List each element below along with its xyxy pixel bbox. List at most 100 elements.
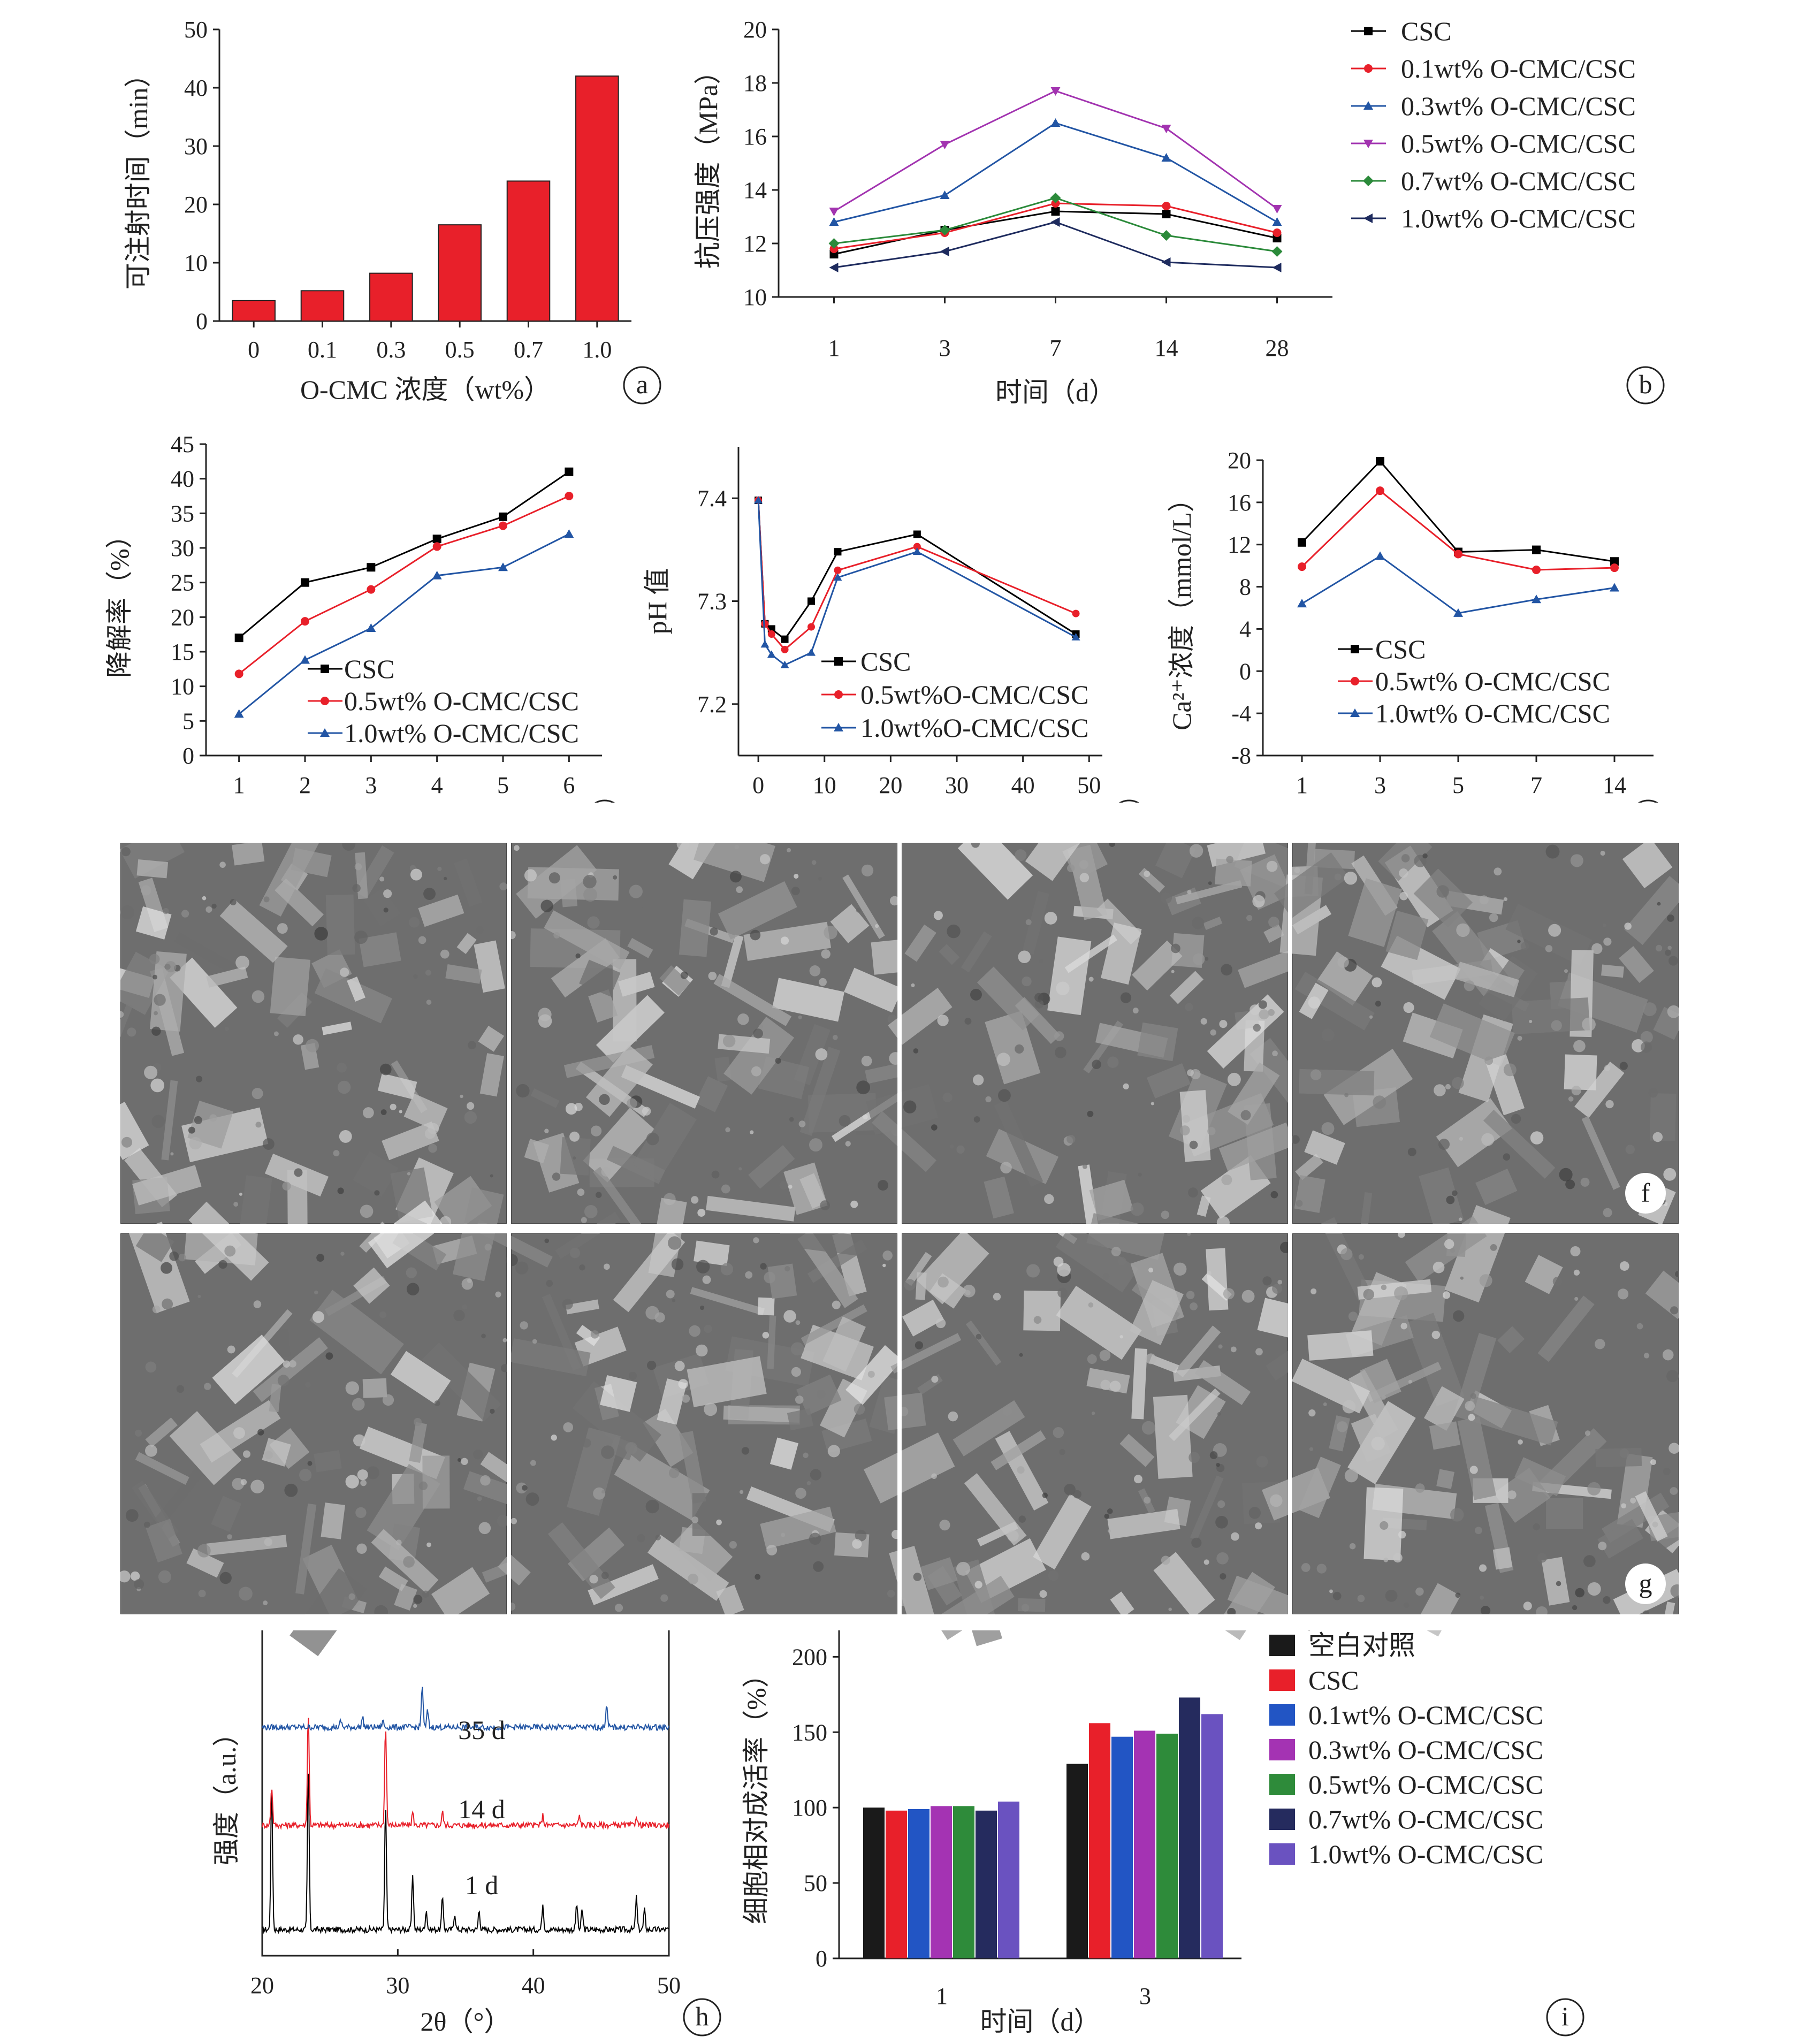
sem-grain — [1452, 1190, 1458, 1196]
sem-grain — [1321, 1122, 1335, 1135]
sem-grain — [1464, 980, 1475, 992]
sem-grain — [1573, 1269, 1580, 1276]
sem-crystal — [871, 1111, 937, 1172]
sem-grain — [1066, 864, 1075, 872]
panel-label: b — [1639, 369, 1652, 399]
sem-crystal — [390, 1351, 451, 1405]
sem-crystal — [161, 1080, 178, 1161]
data-point — [1610, 583, 1619, 592]
sem-grain — [1188, 1452, 1200, 1463]
sem-grain — [637, 1534, 645, 1543]
sem-grain — [1055, 1047, 1066, 1058]
sem-grain — [544, 1238, 550, 1244]
sem-grain — [198, 1590, 206, 1598]
sem-grain — [1092, 1059, 1101, 1070]
sem-grain — [515, 1261, 529, 1275]
sem-grain — [563, 1422, 574, 1432]
sem-grain — [1015, 849, 1027, 861]
sem-grain — [1099, 1349, 1111, 1361]
sem-grain — [408, 917, 420, 928]
sem-crystal — [135, 1452, 189, 1485]
sem-grain — [813, 1561, 824, 1572]
sem-grain — [481, 1333, 486, 1339]
sem-crystal — [1137, 1022, 1178, 1062]
legend-label: 0.5wt%O-CMC/CSC — [860, 680, 1088, 710]
sem-grain — [737, 1013, 749, 1025]
sem-crystal — [1357, 1279, 1432, 1300]
sem-grain — [312, 1311, 324, 1323]
sem-grain — [399, 1110, 402, 1113]
sem-grain — [745, 1271, 753, 1279]
sem-grain — [1120, 992, 1132, 1003]
sem-grain — [931, 1473, 937, 1479]
sem-grain — [681, 1394, 690, 1403]
sem-crystal — [865, 1063, 901, 1084]
sem-grain — [1185, 1003, 1193, 1011]
sem-grain — [170, 1152, 174, 1156]
sem-grain — [551, 1435, 557, 1441]
sem-crystal — [479, 1053, 504, 1097]
sem-grain — [935, 1318, 946, 1329]
sem-crystal — [801, 1304, 867, 1345]
sem-crystal — [572, 1381, 661, 1462]
sem-crystal — [409, 1422, 427, 1463]
sem-grain — [947, 924, 961, 939]
sem-grain — [839, 1115, 851, 1127]
data-point — [1273, 228, 1282, 237]
margin-mask — [120, 1614, 1679, 1630]
sem-crystal — [188, 1201, 269, 1281]
sem-crystal — [1541, 1557, 1570, 1606]
sem-image — [474, 1198, 910, 1617]
sem-grain — [708, 972, 717, 980]
sem-grain — [689, 1325, 700, 1337]
sem-grain — [477, 1496, 482, 1501]
sem-crystal — [478, 1025, 505, 1052]
sem-crystal — [363, 887, 400, 927]
sem-grain — [464, 1111, 477, 1124]
sem-grain — [1415, 1483, 1425, 1493]
sem-grain — [599, 1094, 610, 1105]
sem-grain — [931, 1376, 939, 1383]
sem-grain — [1107, 1529, 1111, 1533]
sem-grain — [473, 1449, 483, 1460]
sem-crystal — [382, 1121, 439, 1161]
sem-grain — [753, 1237, 759, 1244]
series-line — [757, 500, 1077, 651]
y-tick-label: 8 — [1239, 574, 1251, 600]
sem-crystal — [1406, 1313, 1465, 1407]
sem-grain — [1221, 1174, 1232, 1186]
sem-grain — [233, 1202, 239, 1207]
legend-label: 0.5wt% O-CMC/CSC — [1401, 128, 1636, 158]
sem-crystal — [1413, 868, 1473, 928]
sem-grain — [1436, 885, 1450, 898]
sem-grain — [660, 1594, 668, 1602]
sem-grain — [230, 899, 237, 906]
sem-grain — [348, 1593, 355, 1600]
sem-grain — [202, 896, 207, 901]
sem-grain — [668, 1236, 682, 1250]
x-tick-label: 0 — [248, 337, 260, 363]
sem-grain — [252, 990, 265, 1003]
sem-grain — [1565, 1179, 1575, 1189]
sem-grain — [1100, 1379, 1111, 1390]
sem-grain — [794, 873, 799, 879]
sem-grain — [1584, 1430, 1591, 1436]
sem-grain — [1308, 1409, 1316, 1417]
sem-grain — [284, 1582, 294, 1592]
sem-grain — [407, 1172, 411, 1176]
sem-grain — [1033, 1316, 1042, 1324]
sem-grain — [759, 854, 771, 865]
sem-grain — [1604, 1065, 1611, 1071]
legend-label: 1.0wt% O-CMC/CSC — [1401, 203, 1636, 233]
sem-grain — [211, 903, 217, 909]
sem-grain — [363, 1107, 374, 1118]
y-tick-label: 100 — [792, 1795, 827, 1821]
sem-grain — [645, 1306, 659, 1320]
sem-grain — [1373, 1095, 1386, 1109]
sem-grain — [1582, 1017, 1596, 1032]
data-point — [940, 247, 949, 256]
y-tick-label: -4 — [1231, 700, 1251, 727]
panel-i: 0 50 100 150 200 1 3 空白对照 CSC 0.1wt% O-CMC/CSC 0.3… — [741, 1627, 1584, 2037]
sem-grain — [1248, 1507, 1261, 1519]
y-axis-label: 降解率（%） — [104, 522, 134, 678]
